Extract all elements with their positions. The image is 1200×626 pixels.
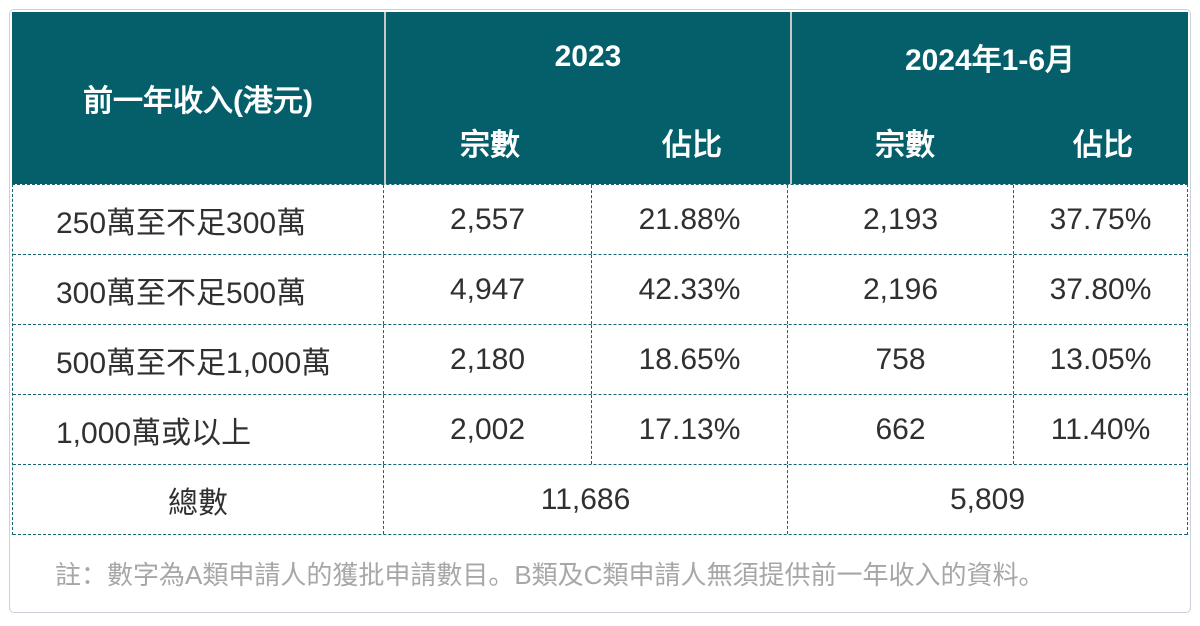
- share-2023: 42.33%: [592, 255, 788, 324]
- header-2024-share-label: 佔比: [1073, 129, 1133, 162]
- table-row: 250萬至不足300萬 2,557 21.88% 2,193 37.75%: [13, 185, 1187, 255]
- income-range: 300萬至不足500萬: [13, 255, 384, 324]
- header-2023-share-label: 佔比: [662, 129, 722, 162]
- income-range: 500萬至不足1,000萬: [13, 325, 384, 394]
- share-2023: 18.65%: [592, 325, 788, 394]
- count-2023: 2,002: [384, 395, 592, 464]
- total-2023: 11,686: [384, 465, 788, 534]
- count-2024: 2,196: [788, 255, 1014, 324]
- total-label: 總數: [13, 465, 384, 534]
- income-range: 1,000萬或以上: [13, 395, 384, 464]
- income-table: 前一年收入(港元) 2023 宗數 佔比 2024年1-6月 宗數 佔比 250…: [9, 9, 1191, 613]
- count-2023: 4,947: [384, 255, 592, 324]
- header-year-2023: 2023: [554, 40, 622, 73]
- header-subrow-2024: 宗數 佔比: [792, 102, 1188, 184]
- table-header: 前一年收入(港元) 2023 宗數 佔比 2024年1-6月 宗數 佔比: [12, 12, 1188, 184]
- footnote: 註：數字為A類申請人的獲批申請數目。B類及C類申請人無須提供前一年收入的資料。: [55, 559, 1045, 590]
- share-2024: 37.80%: [1049, 272, 1152, 306]
- share-2024: 11.40%: [1050, 412, 1151, 446]
- count-2024: 2,193: [788, 185, 1014, 254]
- header-income-label: 前一年收入(港元): [12, 12, 384, 184]
- table-row: 300萬至不足500萬 4,947 42.33% 2,196 37.80%: [13, 255, 1187, 325]
- total-row: 總數 11,686 5,809: [13, 465, 1187, 535]
- income-range: 250萬至不足300萬: [13, 185, 384, 254]
- share-2023: 17.13%: [592, 395, 788, 464]
- table-body: 250萬至不足300萬 2,557 21.88% 2,193 37.75% 30…: [12, 184, 1188, 535]
- count-2023: 2,180: [384, 325, 592, 394]
- header-2024-count-label: 宗數: [875, 129, 935, 162]
- header-2023-count-label: 宗數: [460, 129, 520, 162]
- table-row: 1,000萬或以上 2,002 17.13% 662 11.40%: [13, 395, 1187, 465]
- header-group-2024: 2024年1-6月 宗數 佔比: [792, 12, 1188, 184]
- header-year-2024: 2024年1-6月: [904, 44, 1076, 77]
- header-group-2023: 2023 宗數 佔比: [386, 12, 790, 184]
- count-2023: 2,557: [384, 185, 592, 254]
- table-row: 500萬至不足1,000萬 2,180 18.65% 758 13.05%: [13, 325, 1187, 395]
- share-2024: 37.75%: [1049, 202, 1152, 236]
- share-2023: 21.88%: [592, 185, 788, 254]
- share-2024: 13.05%: [1049, 342, 1152, 376]
- count-2024: 758: [788, 325, 1014, 394]
- count-2024: 662: [788, 395, 1014, 464]
- total-2024: 5,809: [949, 482, 1026, 516]
- header-subrow-2023: 宗數 佔比: [386, 102, 790, 184]
